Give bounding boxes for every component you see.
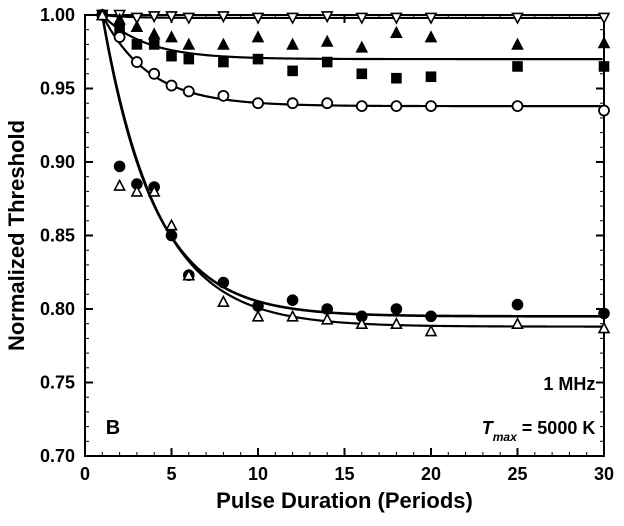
svg-text:25: 25	[507, 464, 527, 484]
svg-text:10: 10	[248, 464, 268, 484]
svg-text:0.80: 0.80	[40, 299, 75, 319]
svg-text:30: 30	[594, 464, 614, 484]
svg-text:20: 20	[421, 464, 441, 484]
svg-text:0.85: 0.85	[40, 226, 75, 246]
svg-text:0.90: 0.90	[40, 152, 75, 172]
svg-text:0: 0	[80, 464, 90, 484]
svg-text:1.00: 1.00	[40, 5, 75, 25]
freq-annotation: 1 MHz	[543, 374, 595, 394]
svg-text:Normalized Threshold: Normalized Threshold	[4, 120, 29, 351]
svg-text:0.95: 0.95	[40, 79, 75, 99]
svg-text:15: 15	[334, 464, 354, 484]
panel-letter: B	[106, 417, 120, 439]
threshold-chart: 0 5 10 15 20 25 30 0.70 0.75 0.80 0.85 0.90 0.95 1.00…	[0, 0, 624, 526]
svg-text:5: 5	[166, 464, 176, 484]
svg-text:Pulse Duration (Periods): Pulse Duration (Periods)	[216, 488, 473, 513]
svg-text:0.75: 0.75	[40, 373, 75, 393]
svg-text:0.70: 0.70	[40, 446, 75, 466]
